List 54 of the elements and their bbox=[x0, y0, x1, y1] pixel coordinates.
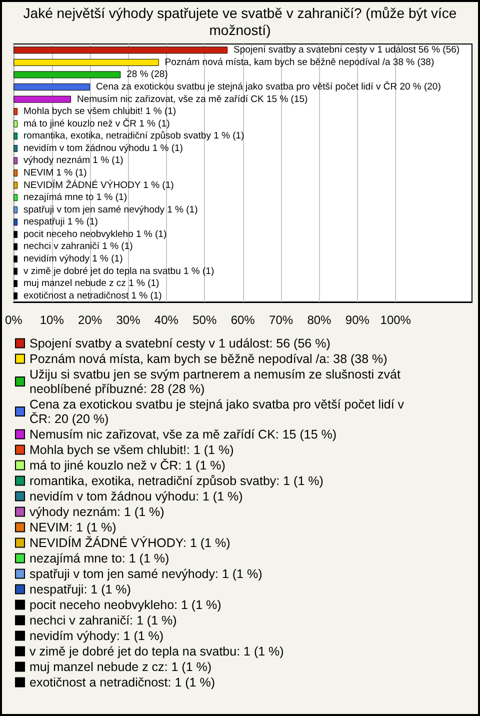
data-label: NEVIM 1 % (1) bbox=[23, 168, 87, 178]
legend-label: Mohla bych se všem chlubit!: 1 (1 %) bbox=[30, 442, 234, 457]
legend-label: Nemusím nic zařizovat, vše za mě zařídí CK: 15 (15 %) bbox=[30, 427, 337, 442]
legend-label: romantika, exotika, netradiční způsob svatby: 1 (1 %) bbox=[30, 474, 324, 488]
data-label: Cena za exotickou svatbu je stejná jako svatba pro větší počet lidí v ČR 20 % (20) bbox=[96, 80, 441, 92]
legend-label: NEVIM: 1 (1 %) bbox=[30, 520, 116, 534]
legend-label: má to jiné kouzlo než v ČR: 1 (1 %) bbox=[30, 458, 226, 472]
legend-label: Spojení svatby a svatební cesty v 1 událost: 56 (56 %) bbox=[30, 336, 330, 350]
chart-title: Jaké největší výhody spatřujete ve svatbě v zahraničí? (může být více možností) bbox=[22, 4, 458, 39]
data-label: 28 % (28) bbox=[126, 69, 168, 80]
legend-label: Užiju si svatbu jen se svým partnerem a nemusím ze slušnosti zvát neoblíbené příbuzné: 28 (28 %) bbox=[30, 367, 404, 396]
x-tick-label: 60% bbox=[230, 313, 256, 327]
x-tick-label: 30% bbox=[116, 313, 141, 327]
legend-label: exotičnost a netradičnost: 1 (1 %) bbox=[30, 675, 216, 690]
legend-label: spatřuji v tom jen samé nevýhody: 1 (1 %) bbox=[30, 566, 262, 581]
data-label: má to jiné kouzlo než v ČR 1 % (1) bbox=[23, 117, 170, 130]
legend-label: nezajímá mne to: 1 (1 %) bbox=[30, 551, 170, 566]
x-tick-label: 40% bbox=[154, 313, 179, 327]
data-label: nezajímá mne to 1 % (1) bbox=[23, 192, 127, 204]
x-tick-label: 90% bbox=[345, 313, 370, 327]
legend-label: v zimě je dobré jet do tepla na svatbu: 1 (1 %) bbox=[30, 644, 284, 658]
legend-label: nespatřuji: 1 (1 %) bbox=[30, 582, 131, 596]
data-label: nevidím výhody 1 % (1) bbox=[23, 254, 123, 264]
x-tick-label: 70% bbox=[269, 313, 294, 327]
legend-label: pocit neceho neobvykleho: 1 (1 %) bbox=[30, 598, 222, 612]
data-label: spatřuji v tom jen samé nevýhody 1 % (1) bbox=[23, 204, 198, 216]
data-label: Poznám nová místa, kam bych se běžně nepodíval /a 38 % (38) bbox=[164, 56, 434, 68]
data-label: nespatřuji 1 % (1) bbox=[23, 216, 98, 228]
data-label: nechci v zahraničí 1 % (1) bbox=[23, 241, 133, 252]
data-label: Spojení svatby a svatební cesty v 1 událost 56 % (56) bbox=[234, 44, 460, 56]
data-label: romantika, exotika, netradiční způsob svatby 1 % (1) bbox=[23, 130, 244, 142]
data-label: NEVIDÍM ŽÁDNÉ VÝHODY 1 % (1) bbox=[23, 178, 174, 191]
data-label: v zimě je dobré jet do tepla na svatbu 1 % (1) bbox=[23, 266, 214, 277]
x-tick-label: 10% bbox=[40, 313, 64, 327]
legend-label: výhody neznám: 1 (1 %) bbox=[30, 504, 164, 519]
legend-label: nevidím výhody: 1 (1 %) bbox=[30, 628, 164, 643]
data-label: pocit neceho neobvykleho 1 % (1) bbox=[23, 228, 167, 240]
legend-label: NEVIDÍM ŽÁDNÉ VÝHODY: 1 (1 %) bbox=[30, 536, 230, 550]
x-tick-label: 80% bbox=[307, 313, 332, 327]
legend-label: nechci v zahraničí: 1 (1 %) bbox=[30, 613, 177, 628]
legend-label: Cena za exotickou svatbu je stejná jako svatba pro větší počet lidí v ČR: 20 (20 %) bbox=[30, 397, 408, 426]
legend-label: Poznám nová místa, kam bych se běžně nepodíval /a: 38 (38 %) bbox=[30, 352, 388, 366]
x-tick-label: 20% bbox=[78, 313, 102, 327]
data-label: nevidím v tom žádnou výhodu 1 % (1) bbox=[23, 142, 183, 154]
data-label: exotičnost a netradičnost 1 % (1) bbox=[23, 290, 162, 302]
data-label: muj manzel nebude z cz 1 % (1) bbox=[23, 278, 160, 290]
data-label: Mohla bych se všem chlubit! 1 % (1) bbox=[23, 106, 176, 118]
x-tick-label: 50% bbox=[192, 313, 217, 327]
data-label: Nemusím nic zařizovat, vše za mě zařídí CK 15 % (15) bbox=[76, 94, 308, 105]
legend-label: muj manzel nebude z cz: 1 (1 %) bbox=[30, 660, 212, 674]
x-tick-label: 100% bbox=[380, 313, 412, 327]
data-label: výhody neznám 1 % (1) bbox=[23, 155, 124, 166]
legend-label: nevidím v tom žádnou výhodu: 1 (1 %) bbox=[30, 489, 243, 504]
x-tick-label: 0% bbox=[5, 313, 23, 327]
